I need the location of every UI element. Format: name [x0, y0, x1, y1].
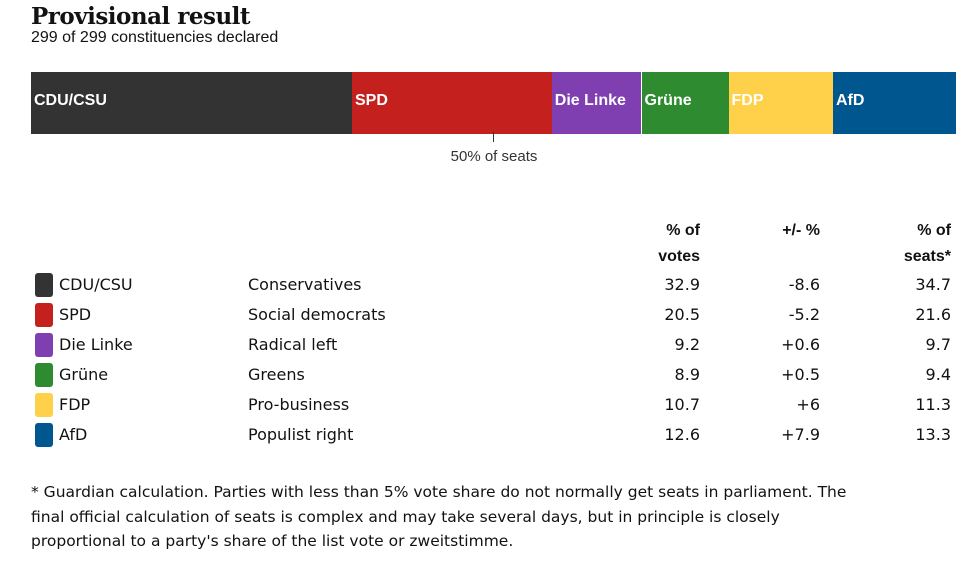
seat-share-bar: CDU/CSU SPD Die Linke Grüne FDP AfD [31, 72, 956, 134]
vote-share-value: 12.6 [664, 425, 700, 444]
party-description: Social democrats [248, 305, 386, 324]
seat-share-value: 34.7 [915, 275, 951, 294]
header-votes: % of votes [658, 222, 700, 265]
majority-marker [493, 132, 494, 142]
party-color-swatch [35, 273, 53, 297]
bar-segment-die-linke: Die Linke [551, 72, 642, 134]
party-description: Populist right [248, 425, 354, 444]
vote-change-value: -8.6 [788, 275, 820, 294]
party-color-swatch [35, 363, 53, 387]
table-row: CDU/CSU Conservatives 32.9 -8.6 34.7 [0, 270, 972, 300]
seat-share-value: 13.3 [915, 425, 951, 444]
header-seats: % of seats* [903, 222, 951, 265]
party-name: FDP [59, 395, 91, 414]
chart-subtitle: 299 of 299 constituencies declared [31, 29, 279, 46]
vote-share-value: 32.9 [664, 275, 700, 294]
majority-marker-label: 50% of seats [450, 148, 538, 165]
vote-change-value: +6 [796, 395, 820, 414]
footnote: * Guardian calculation. Parties with les… [31, 483, 847, 550]
chart-title: Provisional result [31, 3, 251, 30]
bar-segment-gr-ne: Grüne [641, 72, 729, 134]
vote-share-value: 10.7 [664, 395, 700, 414]
seat-share-value: 21.6 [915, 305, 951, 324]
party-name: AfD [59, 425, 88, 444]
vote-change-value: +0.5 [781, 365, 820, 384]
party-name: CDU/CSU [59, 275, 133, 294]
table-row: Grüne Greens 8.9 +0.5 9.4 [0, 360, 972, 390]
vote-change-value: -5.2 [788, 305, 820, 324]
seat-share-value: 9.7 [925, 335, 951, 354]
bar-segment-fdp: FDP [728, 72, 833, 134]
seat-share-value: 9.4 [925, 365, 951, 384]
party-description: Radical left [248, 335, 338, 354]
vote-change-value: +7.9 [781, 425, 820, 444]
party-description: Greens [248, 365, 305, 384]
vote-change-value: +0.6 [781, 335, 820, 354]
table-row: Die Linke Radical left 9.2 +0.6 9.7 [0, 330, 972, 360]
party-name: Grüne [59, 365, 109, 384]
party-name: Die Linke [59, 335, 133, 354]
table-row: SPD Social democrats 20.5 -5.2 21.6 [0, 300, 972, 330]
bar-segment-cdu-csu: CDU/CSU [31, 72, 352, 134]
party-color-swatch [35, 303, 53, 327]
table-row: FDP Pro-business 10.7 +6 11.3 [0, 390, 972, 420]
party-name: SPD [59, 305, 92, 324]
vote-share-value: 9.2 [674, 335, 700, 354]
vote-share-value: 20.5 [664, 305, 700, 324]
bar-segment-spd: SPD [352, 72, 552, 134]
header-change: +/- % [782, 222, 820, 239]
party-color-swatch [35, 423, 53, 447]
party-description: Pro-business [248, 395, 350, 414]
seat-share-value: 11.3 [915, 395, 951, 414]
bar-segment-afd: AfD [833, 72, 956, 134]
table-row: AfD Populist right 12.6 +7.9 13.3 [0, 420, 972, 450]
party-description: Conservatives [248, 275, 362, 294]
vote-share-value: 8.9 [674, 365, 700, 384]
party-color-swatch [35, 333, 53, 357]
party-color-swatch [35, 393, 53, 417]
